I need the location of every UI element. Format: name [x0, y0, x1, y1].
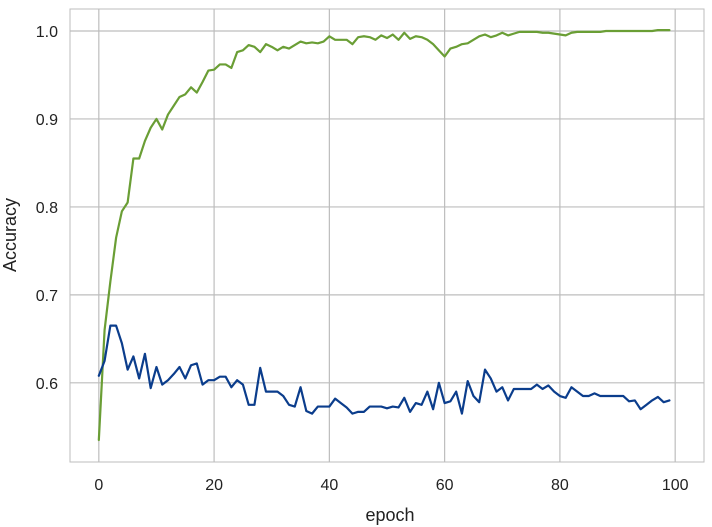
- x-tick-label: 40: [320, 477, 338, 494]
- x-tick-label: 20: [205, 477, 223, 494]
- y-tick-label: 1.0: [36, 24, 58, 41]
- series-line-1: [97, 29, 671, 442]
- y-axis-label: Accuracy: [0, 198, 20, 272]
- series-lines: [97, 29, 671, 442]
- x-tick-label: 100: [662, 477, 689, 494]
- y-tick-label: 0.6: [36, 376, 58, 393]
- x-tick-label: 0: [94, 477, 103, 494]
- x-tick-label: 80: [551, 477, 569, 494]
- x-tick-label: 60: [436, 477, 454, 494]
- tick-labels: 0 20 40 60 80 100 0.6 0.7 0.8 0.9 1.0: [36, 24, 689, 494]
- y-tick-label: 0.9: [36, 112, 58, 129]
- y-tick-label: 0.7: [36, 288, 58, 305]
- series-line-2: [97, 324, 671, 415]
- y-tick-label: 0.8: [36, 200, 58, 217]
- grid: [69, 8, 705, 463]
- plot-frame: [69, 8, 705, 463]
- x-axis-label: epoch: [365, 505, 414, 525]
